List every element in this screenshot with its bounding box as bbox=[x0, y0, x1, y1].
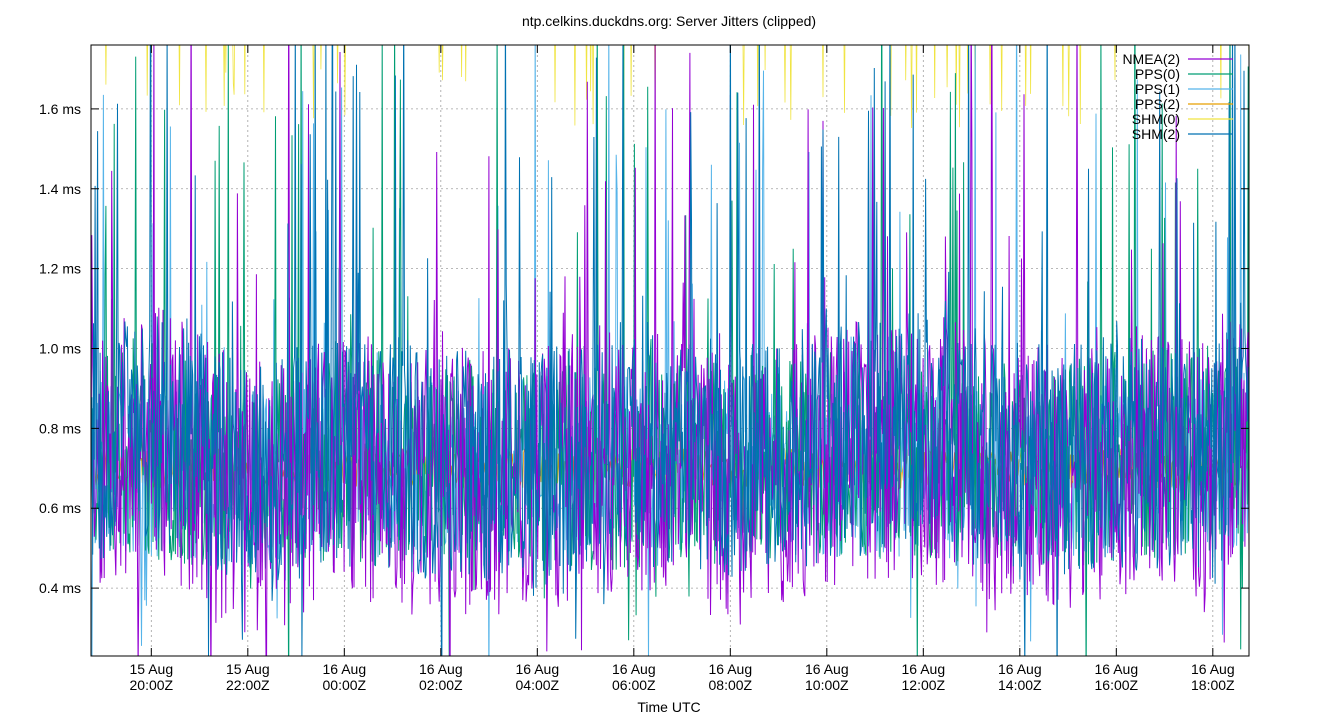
x-tick-label-date: 15 Aug bbox=[130, 661, 174, 677]
series-layer bbox=[91, 45, 1249, 656]
legend-label: PPS(1) bbox=[1135, 81, 1180, 97]
x-tick-label-time: 10:00Z bbox=[805, 677, 849, 693]
y-tick-label: 0.8 ms bbox=[39, 420, 81, 436]
y-tick-label: 1.4 ms bbox=[39, 181, 81, 197]
x-tick-label-time: 04:00Z bbox=[516, 677, 560, 693]
y-tick-label: 1.2 ms bbox=[39, 261, 81, 277]
x-tick-label-date: 16 Aug bbox=[516, 661, 560, 677]
x-tick-label-date: 16 Aug bbox=[419, 661, 463, 677]
x-tick-label-time: 00:00Z bbox=[323, 677, 367, 693]
x-tick-label-date: 16 Aug bbox=[998, 661, 1042, 677]
x-tick-label-date: 15 Aug bbox=[226, 661, 270, 677]
x-tick-label-time: 02:00Z bbox=[419, 677, 463, 693]
series-group bbox=[91, 45, 1249, 656]
series-line-pps1 bbox=[91, 45, 1249, 656]
x-tick-label-time: 18:00Z bbox=[1191, 677, 1235, 693]
x-tick-label-time: 22:00Z bbox=[226, 677, 270, 693]
series-group bbox=[91, 45, 1249, 656]
y-tick-label: 1.6 ms bbox=[39, 101, 81, 117]
series-line-nmea2 bbox=[91, 45, 1249, 656]
x-tick-label-date: 16 Aug bbox=[805, 661, 849, 677]
legend-label: PPS(2) bbox=[1135, 96, 1180, 112]
legend-label: NMEA(2) bbox=[1122, 51, 1180, 67]
grid bbox=[91, 45, 1249, 656]
y-axis: 0.4 ms 0.6 ms 0.8 ms 1.0 ms 1.2 ms 1.4 ms 1.6 … bbox=[39, 101, 1249, 596]
legend-label: PPS(0) bbox=[1135, 66, 1180, 82]
x-tick-label-date: 16 Aug bbox=[1095, 661, 1139, 677]
x-tick-label-date: 16 Aug bbox=[902, 661, 946, 677]
x-tick-label-time: 14:00Z bbox=[998, 677, 1042, 693]
plot-border bbox=[90, 44, 1250, 657]
series-line-pps0 bbox=[91, 45, 1249, 656]
x-tick-label-date: 16 Aug bbox=[709, 661, 753, 677]
x-tick-label-time: 20:00Z bbox=[130, 677, 174, 693]
y-tick-label: 1.0 ms bbox=[39, 341, 81, 357]
y-tick-label: 0.4 ms bbox=[39, 580, 81, 596]
x-tick-label-time: 06:00Z bbox=[612, 677, 656, 693]
y-tick-label: 0.6 ms bbox=[39, 500, 81, 516]
x-tick-label-time: 16:00Z bbox=[1095, 677, 1139, 693]
legend-label: SHM(2) bbox=[1132, 126, 1180, 142]
x-tick-label-date: 16 Aug bbox=[612, 661, 656, 677]
series-group bbox=[91, 45, 1249, 656]
x-tick-label-time: 08:00Z bbox=[709, 677, 753, 693]
x-tick-label-date: 16 Aug bbox=[1191, 661, 1235, 677]
legend-label: SHM(0) bbox=[1132, 111, 1180, 127]
x-tick-label-date: 16 Aug bbox=[323, 661, 367, 677]
chart-title: ntp.celkins.duckdns.org: Server Jitters … bbox=[522, 13, 816, 29]
series-line-shm2 bbox=[91, 45, 1249, 656]
x-tick-label-time: 12:00Z bbox=[902, 677, 946, 693]
series-group bbox=[91, 45, 1249, 656]
legend: NMEA(2)PPS(0)PPS(1)PPS(2)SHM(0)SHM(2) bbox=[1122, 51, 1233, 142]
x-axis-label: Time UTC bbox=[637, 699, 700, 715]
